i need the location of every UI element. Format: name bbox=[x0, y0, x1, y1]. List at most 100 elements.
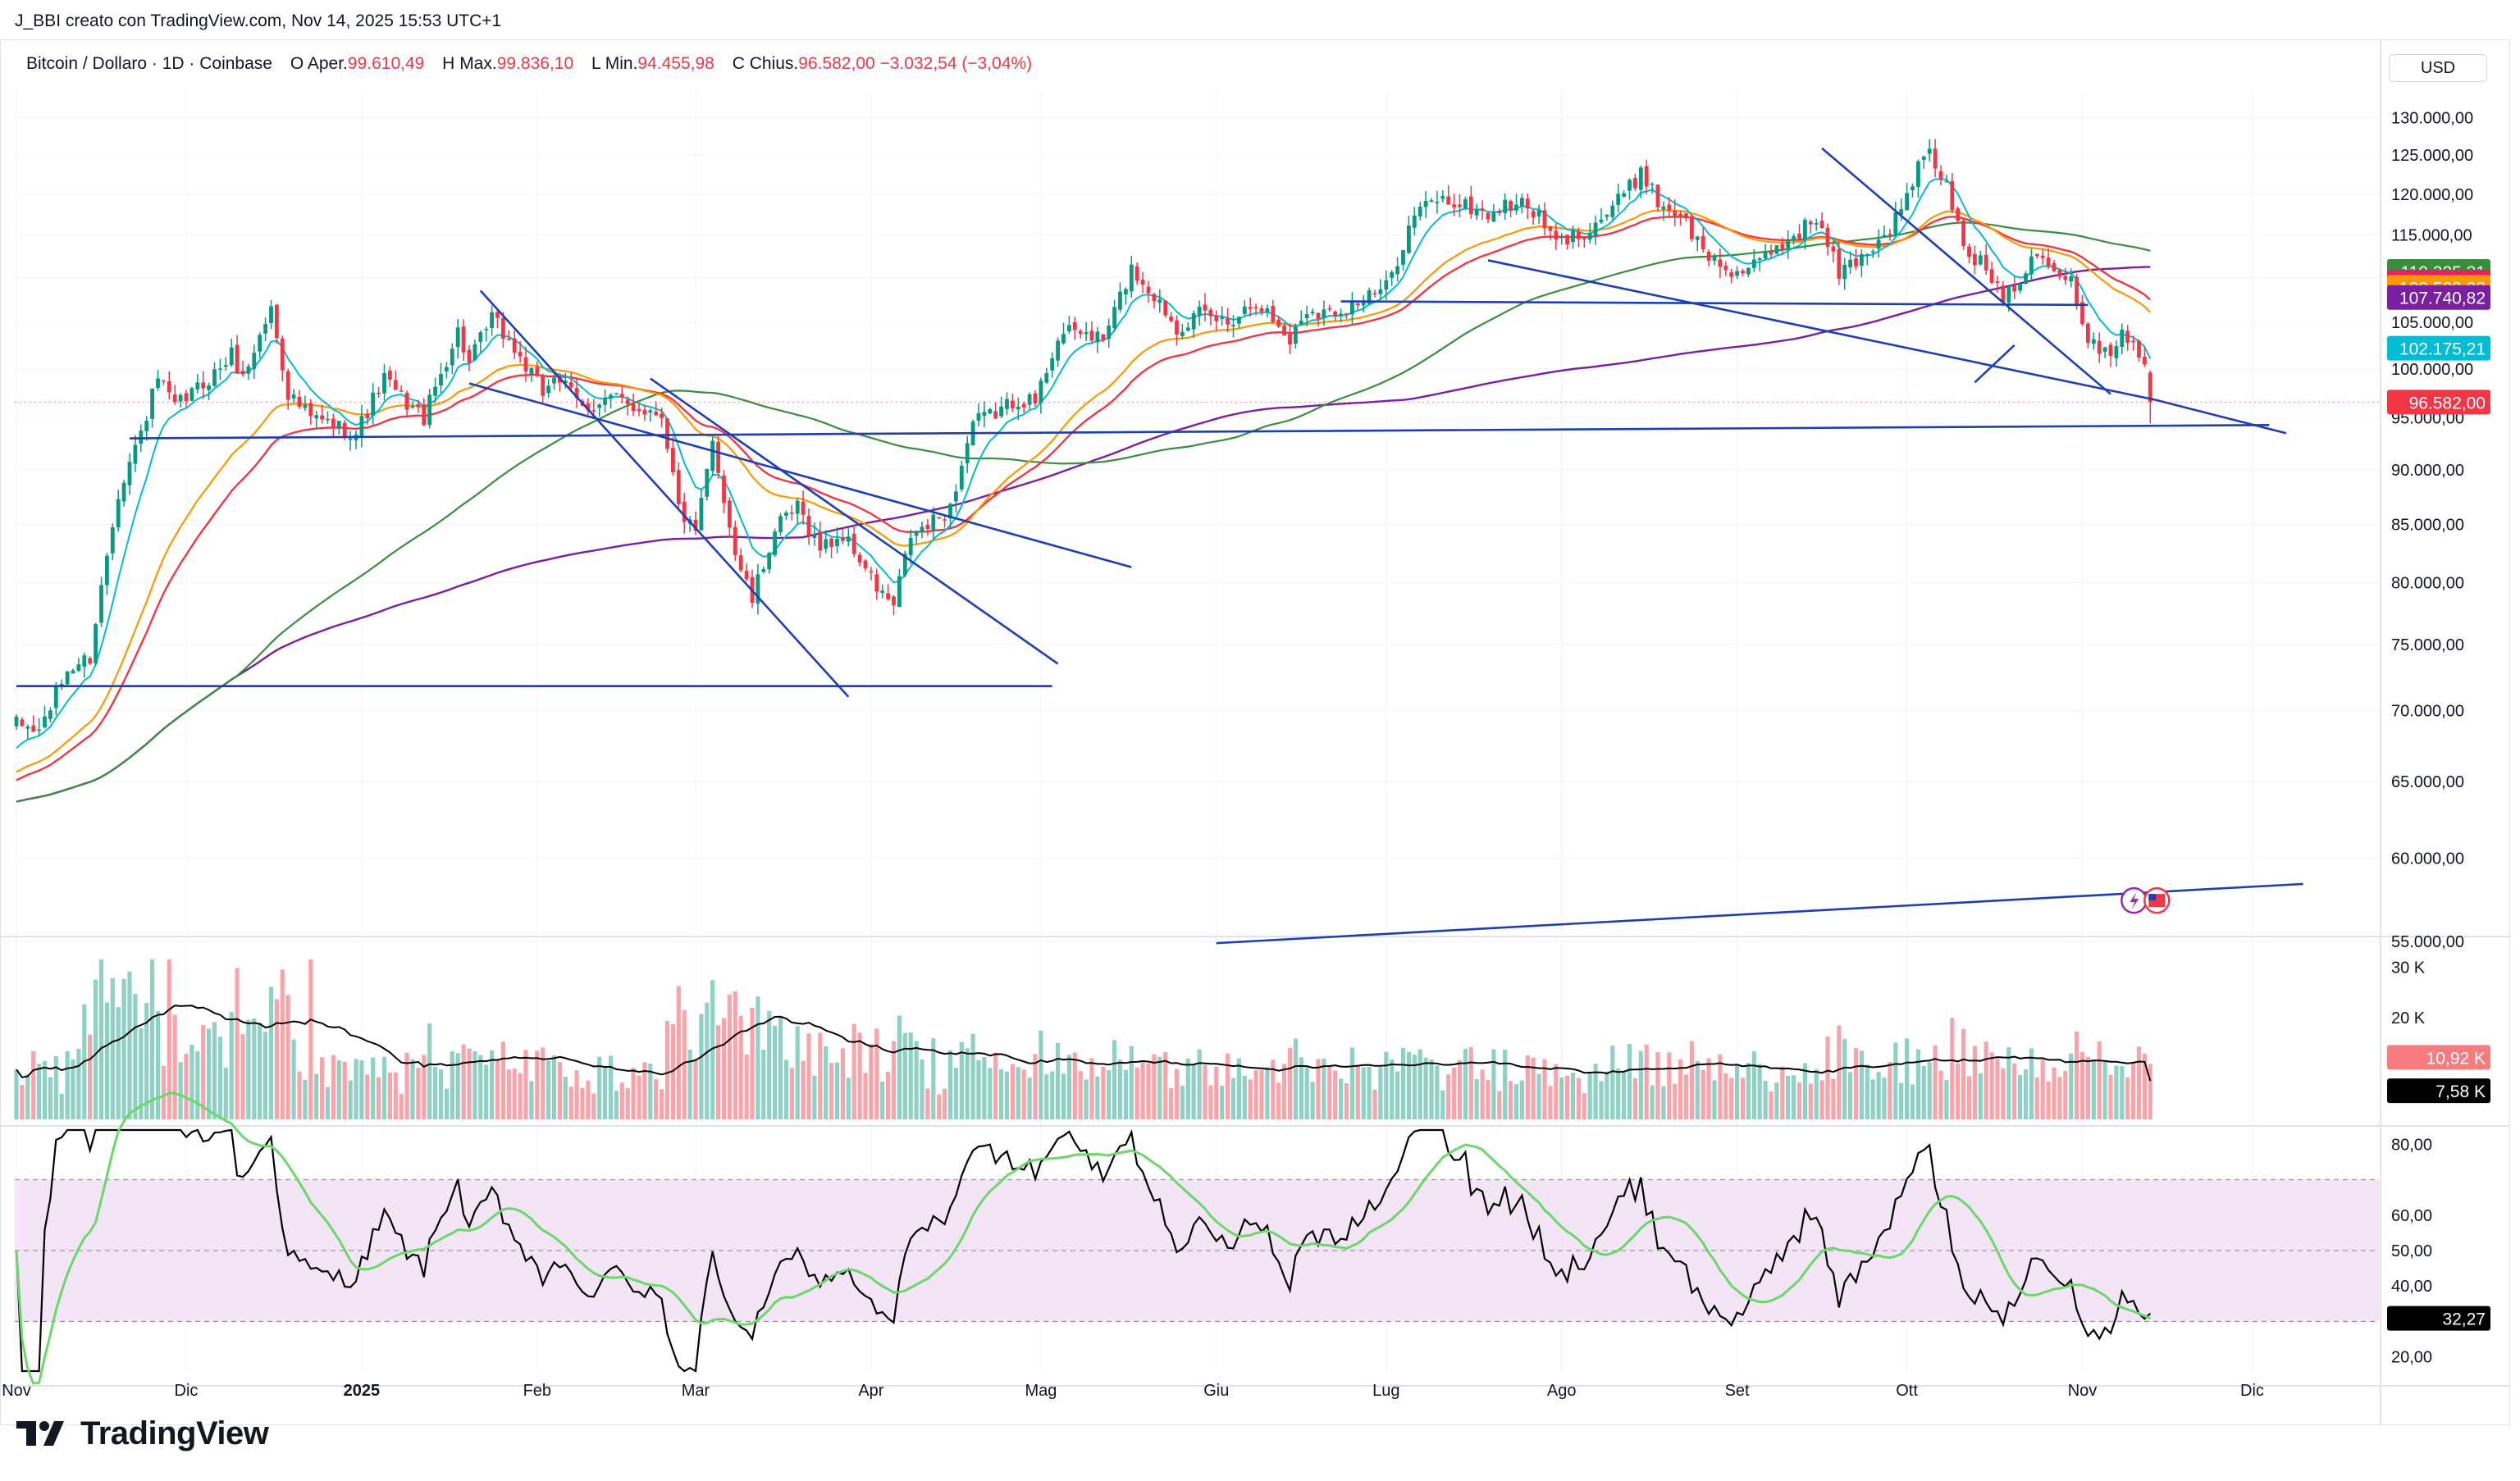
volume-bar bbox=[1796, 1082, 1802, 1119]
volume-last-label: 10,92 K bbox=[2426, 1049, 2486, 1068]
candle-body bbox=[258, 335, 262, 352]
event-icons[interactable] bbox=[2121, 886, 2171, 914]
candle-body bbox=[976, 412, 981, 421]
volume-bar bbox=[1735, 1064, 1740, 1119]
candle-body bbox=[439, 373, 443, 386]
candle-body bbox=[2069, 276, 2074, 282]
volume-bar bbox=[563, 1077, 568, 1119]
candle-body bbox=[1044, 372, 1049, 383]
volume-bar bbox=[1163, 1052, 1168, 1119]
candle-body bbox=[1412, 215, 1417, 228]
candle-body bbox=[1571, 230, 1575, 243]
volume-bar bbox=[1355, 1064, 1360, 1119]
candle-body bbox=[2086, 323, 2090, 344]
volume-bar bbox=[1157, 1056, 1162, 1119]
volume-bar bbox=[1174, 1069, 1180, 1119]
candle-body bbox=[1372, 293, 1377, 294]
volume-bar bbox=[1978, 1073, 1983, 1119]
candle-body bbox=[1769, 252, 1774, 255]
volume-bar bbox=[308, 959, 313, 1119]
candle-body bbox=[1559, 236, 1564, 239]
candle-body bbox=[382, 373, 386, 394]
candle-body bbox=[484, 329, 489, 330]
candle-body bbox=[167, 381, 171, 393]
volume-bar bbox=[1480, 1069, 1485, 1119]
candle-body bbox=[2063, 276, 2068, 280]
ema-orange-line bbox=[16, 209, 2152, 773]
candle-body bbox=[1294, 326, 1298, 344]
candle-body bbox=[1259, 308, 1264, 312]
candle-body bbox=[162, 380, 166, 382]
volume-bar bbox=[721, 1018, 727, 1119]
candle-body bbox=[59, 684, 64, 686]
volume-bar bbox=[1248, 1079, 1253, 1119]
volume-bar bbox=[1452, 1067, 1457, 1119]
volume-bar bbox=[76, 1048, 81, 1119]
volume-bar bbox=[1486, 1079, 1491, 1119]
volume-bar bbox=[303, 1079, 308, 1119]
volume-bar bbox=[857, 1032, 862, 1119]
close-value: 96.582,00 bbox=[798, 54, 875, 73]
volume-bar bbox=[795, 1026, 800, 1119]
candle-body bbox=[1531, 211, 1536, 218]
price-tick-label: 100.000,00 bbox=[2391, 361, 2473, 379]
currency-button[interactable]: USD bbox=[2389, 54, 2487, 82]
candle-body bbox=[478, 332, 483, 342]
ema-fast-line bbox=[16, 178, 2152, 749]
volume-bar bbox=[557, 1062, 562, 1119]
candle-body bbox=[156, 378, 160, 388]
candle-body bbox=[1933, 148, 1938, 169]
candle-body bbox=[1304, 314, 1309, 319]
candle-body bbox=[1989, 269, 1994, 283]
volume-bar bbox=[1226, 1053, 1230, 1119]
volume-bar bbox=[65, 1050, 70, 1119]
volume-bar bbox=[773, 1025, 778, 1119]
volume-bar bbox=[2018, 1074, 2023, 1119]
volume-bar bbox=[110, 977, 115, 1119]
volume-bar bbox=[94, 979, 98, 1119]
candle-body bbox=[1723, 266, 1728, 271]
candle-body bbox=[2143, 357, 2147, 365]
candle-body bbox=[1751, 259, 1756, 268]
candle-body bbox=[1842, 264, 1847, 280]
candle-body bbox=[455, 327, 460, 348]
volume-bar bbox=[2001, 1068, 2006, 1119]
volume-bar bbox=[59, 1093, 64, 1119]
volume-ma-label: 7,58 K bbox=[2436, 1082, 2486, 1101]
candle-body bbox=[897, 576, 902, 608]
volume-bar bbox=[2052, 1067, 2057, 1119]
volume-bar bbox=[2114, 1065, 2119, 1119]
symbol-title[interactable]: Bitcoin / Dollaro · 1D · Coinbase bbox=[26, 54, 272, 73]
volume-bar bbox=[1123, 1069, 1128, 1119]
price-tick-label: 105.000,00 bbox=[2391, 314, 2473, 332]
volume-bar bbox=[1468, 1046, 1473, 1119]
indicator-price-label-bg bbox=[2387, 335, 2490, 361]
volume-bar bbox=[614, 1091, 619, 1119]
volume-bar bbox=[931, 1038, 936, 1119]
candle-body bbox=[1220, 317, 1225, 319]
volume-bar bbox=[1701, 1069, 1705, 1119]
candle-body bbox=[1582, 238, 1586, 239]
volume-bar bbox=[1644, 1044, 1649, 1119]
symbol-legend[interactable]: Bitcoin / Dollaro · 1D · Coinbase O Aper… bbox=[26, 54, 1032, 74]
candle-body bbox=[1577, 231, 1581, 239]
volume-bar bbox=[965, 1048, 970, 1119]
indicator-price-label-bg bbox=[2387, 390, 2490, 415]
volume-bar bbox=[1565, 1075, 1570, 1119]
volume-bar bbox=[1474, 1078, 1479, 1119]
candle-body bbox=[1673, 210, 1678, 216]
candle-body bbox=[959, 465, 964, 490]
volume-bar bbox=[20, 1085, 25, 1119]
candlesticks bbox=[14, 139, 2152, 740]
volume-bar bbox=[2012, 1063, 2017, 1119]
candle-body bbox=[116, 499, 121, 527]
price-tick-label: 65.000,00 bbox=[2391, 773, 2464, 791]
volume-bar bbox=[1316, 1059, 1321, 1119]
volume-bar bbox=[818, 1032, 823, 1119]
volume-bar bbox=[2142, 1053, 2147, 1119]
trend-lines[interactable] bbox=[16, 147, 2303, 945]
candle-body bbox=[1390, 271, 1395, 278]
candle-body bbox=[1741, 271, 1745, 274]
volume-bar bbox=[387, 1072, 392, 1119]
